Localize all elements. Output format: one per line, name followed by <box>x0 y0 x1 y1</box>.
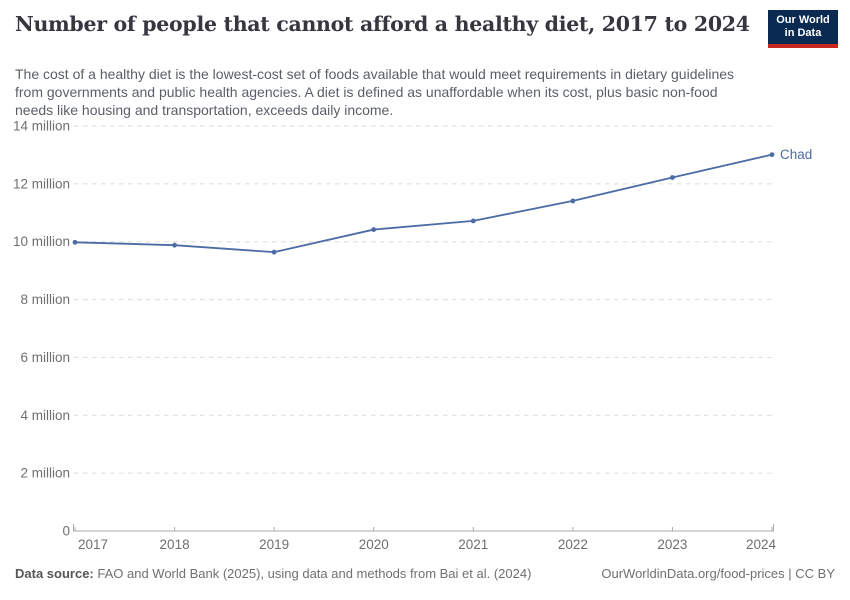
y-tick-label: 2 million <box>20 466 70 481</box>
y-tick-label: 4 million <box>20 408 70 423</box>
chart-subtitle: The cost of a healthy diet is the lowest… <box>15 66 735 118</box>
y-tick-label: 14 million <box>13 119 70 134</box>
x-tick-label: 2022 <box>558 537 588 552</box>
y-tick-label: 8 million <box>20 292 70 307</box>
x-tick-label: 2023 <box>657 537 687 552</box>
data-source: Data source: FAO and World Bank (2025), … <box>15 566 531 581</box>
y-tick-label: 10 million <box>13 234 70 249</box>
x-tick-label: 2021 <box>458 537 488 552</box>
owid-logo-line2: in Data <box>784 27 822 39</box>
owid-credit-link[interactable]: OurWorldinData.org/food-prices | CC BY <box>601 566 835 581</box>
chart-header: Number of people that cannot afford a he… <box>15 10 838 118</box>
y-tick-label: 12 million <box>13 176 70 191</box>
x-tick-label: 2019 <box>259 537 289 552</box>
owid-logo[interactable]: Our World in Data <box>768 10 838 48</box>
series-end-label[interactable]: Chad <box>780 147 812 162</box>
x-tick-label: 2024 <box>746 537 777 552</box>
data-point[interactable] <box>570 198 576 204</box>
page-title: Number of people that cannot afford a he… <box>15 12 750 36</box>
y-tick-label: 6 million <box>20 350 70 365</box>
x-tick-label: 2018 <box>160 537 190 552</box>
data-source-text: FAO and World Bank (2025), using data an… <box>93 566 532 581</box>
data-point[interactable] <box>670 175 675 180</box>
line-chart-svg: 0 2 million 4 million 6 million 8 million 10 … <box>13 119 812 553</box>
data-point[interactable] <box>371 227 377 232</box>
x-tick-label: 2017 <box>78 537 108 552</box>
data-point[interactable] <box>271 249 277 255</box>
data-point[interactable] <box>172 242 177 248</box>
x-tick-label: 2020 <box>359 537 389 552</box>
data-line-chad[interactable] <box>74 153 773 254</box>
data-point[interactable] <box>72 239 78 245</box>
chart-footer: Data source: FAO and World Bank (2025), … <box>15 566 835 581</box>
y-tick-label: 0 <box>62 524 70 539</box>
chart-area: 0 2 million 4 million 6 million 8 million 10 … <box>0 105 850 560</box>
data-source-label: Data source: <box>15 566 94 581</box>
data-point[interactable] <box>769 152 775 158</box>
owid-logo-line1: Our World <box>776 13 830 26</box>
data-point[interactable] <box>470 218 476 224</box>
